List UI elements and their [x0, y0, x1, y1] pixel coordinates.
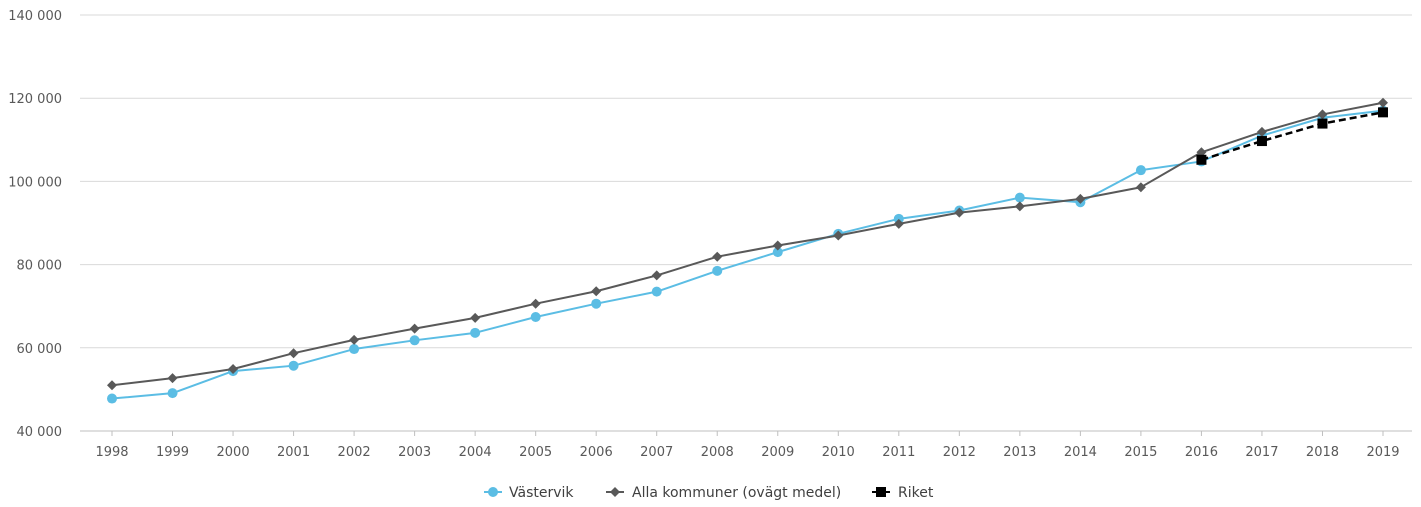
data-point-alla-kommuner [591, 286, 602, 297]
y-tick-label: 60 000 [17, 342, 63, 357]
x-tick-label: 1999 [156, 445, 189, 460]
x-tick-label: 2008 [701, 445, 734, 460]
x-tick-label: 2001 [277, 445, 310, 460]
y-tick-label: 100 000 [8, 175, 62, 190]
x-tick-label: 2017 [1245, 445, 1278, 460]
data-point-alla-kommuner [349, 334, 360, 345]
data-point-alla-kommuner [1256, 126, 1267, 137]
y-tick-label: 40 000 [17, 425, 63, 440]
data-point-riket [1196, 154, 1207, 165]
data-point-alla-kommuner [893, 218, 904, 229]
y-tick-label: 120 000 [8, 92, 62, 107]
x-tick-label: 2013 [1003, 445, 1036, 460]
data-point-alla-kommuner [107, 380, 117, 391]
y-tick-label: 140 000 [8, 9, 62, 24]
legend-label-alla-kommuner: Alla kommuner (ovägt medel) [632, 485, 841, 501]
data-point-vastervik [1014, 192, 1025, 203]
data-point-vastervik [349, 344, 360, 355]
x-tick-label: 2018 [1306, 445, 1339, 460]
series-line-vastervik [111, 109, 1384, 400]
data-point-alla-kommuner [954, 207, 965, 218]
data-point-alla-kommuner [712, 251, 723, 262]
data-point-alla-kommuner [772, 240, 783, 251]
series-line-riket [1201, 111, 1384, 161]
x-axis: 1998 1999 2000 2001 2002 2003 2004 2005 2006 2007… [95, 431, 1400, 460]
legend-marker-vastervik [488, 487, 498, 497]
legend-label-riket: Riket [898, 485, 934, 501]
x-tick-label: 2007 [640, 445, 673, 460]
data-point-riket [1317, 118, 1328, 129]
data-point-alla-kommuner [470, 312, 481, 323]
gridlines [80, 14, 1412, 432]
x-tick-label: 2006 [580, 445, 613, 460]
x-tick-label: 2004 [459, 445, 492, 460]
data-point-alla-kommuner [1014, 201, 1025, 212]
data-point-vastervik [470, 327, 481, 338]
x-tick-label: 2000 [217, 445, 250, 460]
data-point-vastervik [107, 393, 117, 404]
x-tick-label: 2003 [398, 445, 431, 460]
legend-label-vastervik: Västervik [509, 485, 574, 501]
data-point-alla-kommuner [228, 364, 239, 375]
series-line-alla-kommuner [111, 101, 1384, 387]
data-point-alla-kommuner [530, 298, 541, 309]
x-tick-label: 2005 [519, 445, 552, 460]
legend: Västervik Alla kommuner (ovägt medel) Rike… [484, 485, 934, 501]
y-axis: 40 000 60 000 80 000 100 000 120 000 140 000 [8, 9, 62, 440]
x-tick-label: 2019 [1366, 445, 1399, 460]
x-tick-label: 2010 [822, 445, 855, 460]
data-point-riket [1378, 107, 1388, 118]
y-tick-label: 80 000 [17, 259, 63, 274]
data-point-alla-kommuner [1317, 109, 1328, 120]
x-tick-label: 2011 [882, 445, 915, 460]
data-point-vastervik [772, 247, 783, 258]
x-tick-label: 1998 [95, 445, 128, 460]
data-point-alla-kommuner [1135, 182, 1146, 193]
data-point-riket [1256, 136, 1267, 147]
series-group [107, 97, 1388, 404]
legend-marker-alla-kommuner [610, 487, 620, 497]
data-point-alla-kommuner [409, 323, 420, 334]
data-point-vastervik [288, 360, 299, 371]
data-point-alla-kommuner [288, 348, 299, 359]
data-point-vastervik [1135, 165, 1146, 176]
data-point-alla-kommuner [833, 230, 844, 241]
x-tick-label: 2016 [1185, 445, 1218, 460]
data-point-vastervik [530, 312, 541, 323]
data-point-vastervik [167, 388, 178, 399]
data-point-alla-kommuner [1075, 193, 1086, 204]
data-point-vastervik [409, 335, 420, 346]
data-point-alla-kommuner [1378, 97, 1388, 108]
x-tick-label: 2002 [338, 445, 371, 460]
x-tick-label: 2009 [761, 445, 794, 460]
data-point-vastervik [651, 286, 662, 297]
data-point-alla-kommuner [167, 373, 178, 384]
x-tick-label: 2012 [943, 445, 976, 460]
legend-marker-riket [876, 487, 886, 497]
data-point-alla-kommuner [651, 270, 662, 281]
data-point-vastervik [712, 265, 723, 276]
x-tick-label: 2015 [1124, 445, 1157, 460]
x-tick-label: 2014 [1064, 445, 1097, 460]
data-point-vastervik [591, 298, 602, 309]
